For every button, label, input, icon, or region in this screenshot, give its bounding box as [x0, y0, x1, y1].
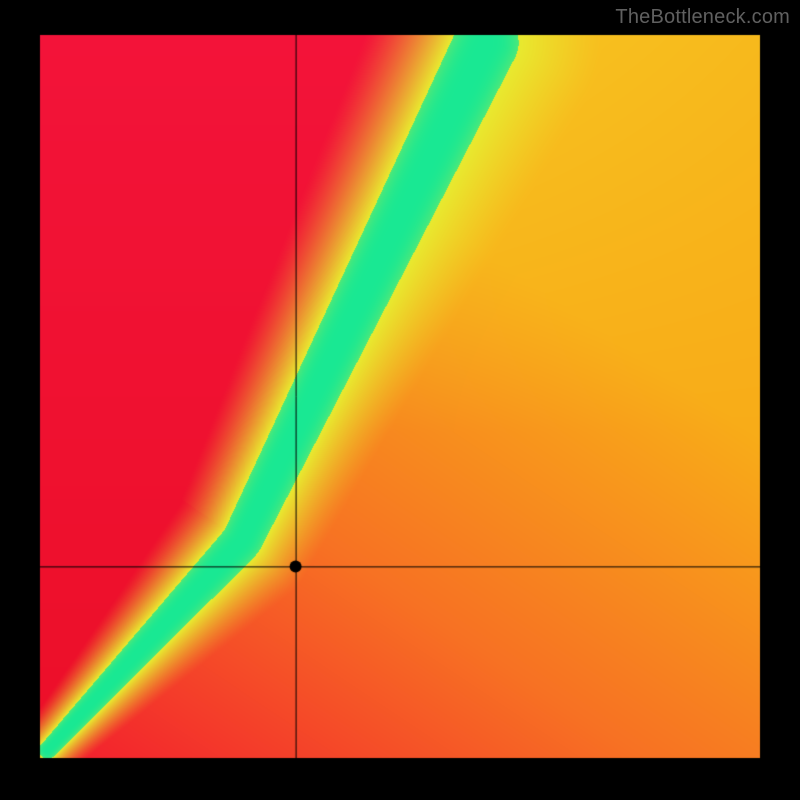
watermark-text: TheBottleneck.com	[615, 6, 790, 29]
chart-container: TheBottleneck.com	[0, 0, 800, 800]
heatmap-canvas	[0, 0, 800, 800]
